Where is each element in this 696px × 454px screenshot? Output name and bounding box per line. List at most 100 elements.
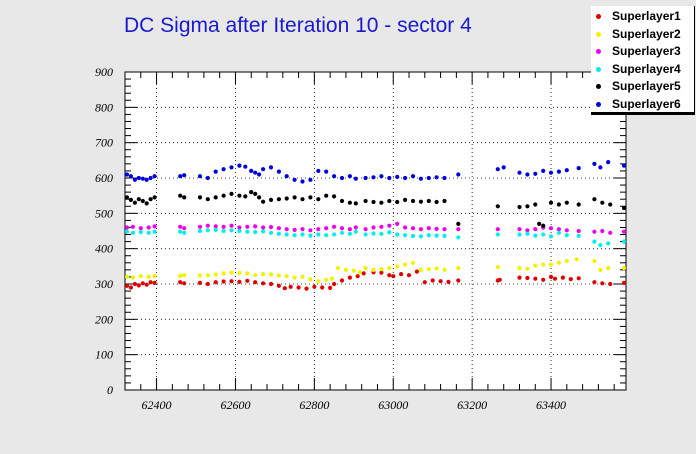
data-point-superlayer1 xyxy=(205,281,210,287)
data-point-superlayer3 xyxy=(152,224,157,229)
data-points xyxy=(124,160,627,291)
data-point-superlayer6 xyxy=(213,169,218,174)
data-point-superlayer1 xyxy=(178,280,183,285)
data-point-superlayer6 xyxy=(442,175,447,181)
data-point-superlayer1 xyxy=(245,278,250,283)
data-point-superlayer3 xyxy=(434,226,439,231)
x-tick-label: 63000 xyxy=(378,398,408,412)
data-point-superlayer6 xyxy=(395,174,400,179)
data-point-superlayer4 xyxy=(245,229,250,234)
data-point-superlayer4 xyxy=(237,228,242,234)
data-point-superlayer2 xyxy=(410,260,416,265)
data-point-superlayer4 xyxy=(205,228,210,233)
data-point-superlayer1 xyxy=(320,285,325,290)
data-point-superlayer1 xyxy=(406,273,412,278)
data-point-superlayer3 xyxy=(533,227,538,232)
data-point-superlayer3 xyxy=(353,225,358,230)
data-point-superlayer4 xyxy=(316,232,321,237)
data-point-superlayer3 xyxy=(495,227,500,232)
data-point-superlayer5 xyxy=(324,193,329,198)
data-point-superlayer1 xyxy=(128,285,133,290)
data-point-superlayer3 xyxy=(564,228,569,233)
data-point-superlayer2 xyxy=(574,257,579,262)
data-point-superlayer1 xyxy=(438,279,443,284)
data-point-superlayer2 xyxy=(324,277,329,282)
data-point-superlayer3 xyxy=(229,223,234,228)
data-point-superlayer4 xyxy=(426,233,431,238)
data-point-superlayer4 xyxy=(371,231,376,236)
data-point-superlayer5 xyxy=(243,194,248,199)
data-point-superlayer4 xyxy=(592,239,597,244)
data-point-superlayer6 xyxy=(257,172,262,177)
data-point-superlayer4 xyxy=(456,235,461,240)
data-point-superlayer6 xyxy=(621,163,627,168)
x-tick-label: 62400 xyxy=(142,398,172,412)
legend-item: Superlayer3 xyxy=(591,43,695,61)
data-point-superlayer4 xyxy=(284,232,289,237)
data-point-superlayer6 xyxy=(403,175,408,181)
data-point-superlayer5 xyxy=(300,197,305,202)
data-point-superlayer2 xyxy=(621,266,627,271)
data-point-superlayer5 xyxy=(221,193,226,198)
data-point-superlayer6 xyxy=(182,173,187,178)
data-point-superlayer3 xyxy=(339,226,345,231)
data-point-superlayer1 xyxy=(296,285,301,290)
data-point-superlayer5 xyxy=(148,197,153,202)
data-point-superlayer2 xyxy=(598,267,603,272)
data-point-superlayer4 xyxy=(418,234,423,239)
data-point-superlayer2 xyxy=(351,268,356,273)
data-point-superlayer5 xyxy=(152,195,157,200)
data-point-superlayer1 xyxy=(568,277,573,282)
data-point-superlayer6 xyxy=(556,169,562,174)
data-point-superlayer5 xyxy=(353,201,358,206)
data-point-superlayer2 xyxy=(330,276,335,281)
data-point-superlayer6 xyxy=(221,167,226,172)
data-point-superlayer3 xyxy=(253,224,258,229)
y-tick-label: 200 xyxy=(95,312,113,326)
data-point-superlayer4 xyxy=(442,233,447,238)
data-point-superlayer2 xyxy=(533,263,538,268)
data-point-superlayer2 xyxy=(525,266,530,271)
data-point-superlayer1 xyxy=(391,274,396,279)
data-point-superlayer4 xyxy=(379,231,384,236)
data-point-superlayer6 xyxy=(517,170,522,175)
data-point-superlayer4 xyxy=(598,243,603,248)
data-point-superlayer5 xyxy=(237,193,242,198)
y-tick-label: 800 xyxy=(95,100,113,114)
data-point-superlayer4 xyxy=(213,227,218,232)
data-point-superlayer4 xyxy=(276,231,281,236)
data-point-superlayer5 xyxy=(533,202,538,207)
data-point-superlayer3 xyxy=(418,227,423,232)
legend-label: Superlayer5 xyxy=(612,79,681,93)
data-point-superlayer1 xyxy=(446,279,451,284)
data-point-superlayer2 xyxy=(395,264,400,269)
data-point-superlayer2 xyxy=(517,266,522,271)
y-tick-label: 100 xyxy=(95,348,113,362)
data-point-superlayer6 xyxy=(300,179,305,184)
data-point-superlayer2 xyxy=(434,266,439,271)
data-point-superlayer5 xyxy=(205,197,210,202)
data-point-superlayer6 xyxy=(136,175,141,181)
data-point-superlayer1 xyxy=(229,279,234,284)
data-point-superlayer2 xyxy=(292,275,297,280)
data-point-superlayer2 xyxy=(456,266,461,271)
data-point-superlayer1 xyxy=(430,278,435,283)
data-point-superlayer3 xyxy=(517,227,522,232)
data-point-superlayer5 xyxy=(537,221,542,226)
x-tick-label: 63400 xyxy=(536,398,566,412)
data-point-superlayer5 xyxy=(456,221,461,226)
data-point-superlayer4 xyxy=(434,233,439,238)
data-point-superlayer6 xyxy=(308,177,313,182)
data-point-superlayer1 xyxy=(213,280,218,285)
data-point-superlayer1 xyxy=(592,280,597,285)
data-point-superlayer1 xyxy=(288,284,293,289)
data-point-superlayer2 xyxy=(221,271,226,276)
data-point-superlayer5 xyxy=(564,200,569,205)
data-point-superlayer1 xyxy=(456,278,461,283)
legend-label: Superlayer1 xyxy=(612,9,681,23)
data-point-superlayer4 xyxy=(124,229,130,234)
data-point-superlayer4 xyxy=(353,229,358,234)
data-point-superlayer2 xyxy=(213,272,218,277)
data-point-superlayer4 xyxy=(621,239,627,244)
data-point-superlayer2 xyxy=(138,274,143,279)
